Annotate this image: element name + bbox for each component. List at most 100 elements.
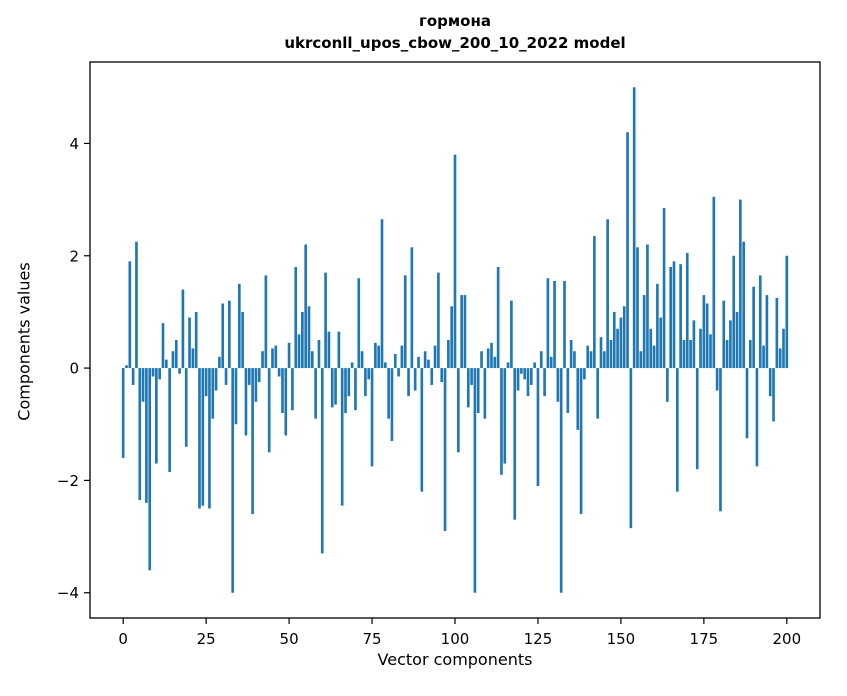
bar [393, 354, 397, 369]
bar [151, 368, 155, 377]
bar [214, 368, 218, 391]
bar [228, 300, 231, 369]
bar [656, 283, 659, 369]
bar [194, 311, 198, 369]
bar [466, 368, 470, 408]
bar [639, 351, 643, 369]
bar [745, 368, 749, 439]
bar [178, 368, 181, 374]
bar [244, 368, 248, 436]
bar [496, 266, 500, 369]
bar [387, 368, 390, 419]
chart-title-line2: ukrconll_upos_cbow_200_10_2022 model [284, 34, 626, 52]
bar [672, 261, 676, 369]
bar [354, 368, 357, 411]
bar [748, 340, 752, 369]
chart-title: гормона ukrconll_upos_cbow_200_10_2022 m… [90, 10, 820, 54]
bar [443, 368, 447, 531]
chart-title-line1: гормона [419, 12, 491, 30]
bar [500, 368, 503, 475]
bar [121, 368, 125, 458]
bar [420, 368, 424, 492]
bar [573, 351, 576, 369]
bar [330, 368, 334, 408]
bar [755, 368, 759, 467]
bar [453, 154, 457, 369]
bar [168, 368, 171, 472]
bar [320, 368, 324, 554]
bar [675, 368, 679, 492]
bar [576, 368, 580, 430]
bar [579, 368, 583, 515]
bar [208, 368, 211, 509]
bar [666, 368, 669, 402]
bar [383, 362, 387, 369]
bar [636, 247, 639, 369]
bar [556, 368, 560, 402]
bar [310, 351, 314, 369]
bar [536, 368, 540, 487]
bar [164, 359, 168, 369]
bar [188, 317, 191, 369]
bar [758, 275, 762, 369]
bar [324, 272, 327, 369]
bar [377, 345, 380, 369]
bar [450, 306, 453, 369]
bar [174, 340, 178, 369]
bar [732, 255, 736, 369]
bar [602, 351, 606, 369]
bar [314, 368, 317, 419]
bar [158, 368, 161, 380]
bar [364, 368, 367, 397]
bar [715, 368, 719, 391]
bar [520, 368, 523, 374]
bar [480, 351, 483, 369]
bar [221, 303, 225, 369]
bar [171, 351, 175, 369]
bar [712, 196, 716, 369]
bar [782, 328, 785, 369]
bar [719, 368, 722, 512]
bar [596, 368, 599, 419]
bar [191, 348, 195, 369]
bar [198, 368, 201, 509]
bar [729, 320, 732, 369]
bar [360, 351, 364, 369]
x-tick-label: 75 [362, 630, 381, 648]
x-tick-label: 50 [280, 630, 299, 648]
bar [155, 368, 158, 464]
x-tick-label: 25 [197, 630, 216, 648]
y-axis-label: Components values [14, 262, 34, 421]
bar [735, 311, 739, 369]
bar [583, 368, 586, 380]
bar [437, 272, 440, 369]
bar [247, 368, 251, 385]
bar [662, 208, 666, 369]
bar [692, 320, 696, 369]
bar [599, 337, 603, 369]
bar [682, 340, 686, 369]
bar [340, 368, 344, 506]
bar [284, 368, 288, 436]
bar [138, 368, 142, 501]
bar [261, 351, 264, 369]
bar [433, 345, 437, 369]
bar [725, 340, 729, 369]
x-tick-label: 175 [690, 630, 719, 648]
bar [307, 306, 311, 369]
bar [563, 281, 566, 369]
bar [447, 340, 450, 369]
bar [327, 331, 331, 369]
bar [762, 345, 765, 369]
bar [251, 368, 254, 515]
bar [695, 368, 699, 470]
bar [503, 368, 507, 464]
bar [685, 252, 689, 369]
y-tick-label: 2 [69, 247, 79, 265]
bar [400, 345, 404, 369]
x-tick-label: 200 [772, 630, 801, 648]
bar [456, 368, 460, 453]
bar [141, 368, 145, 402]
